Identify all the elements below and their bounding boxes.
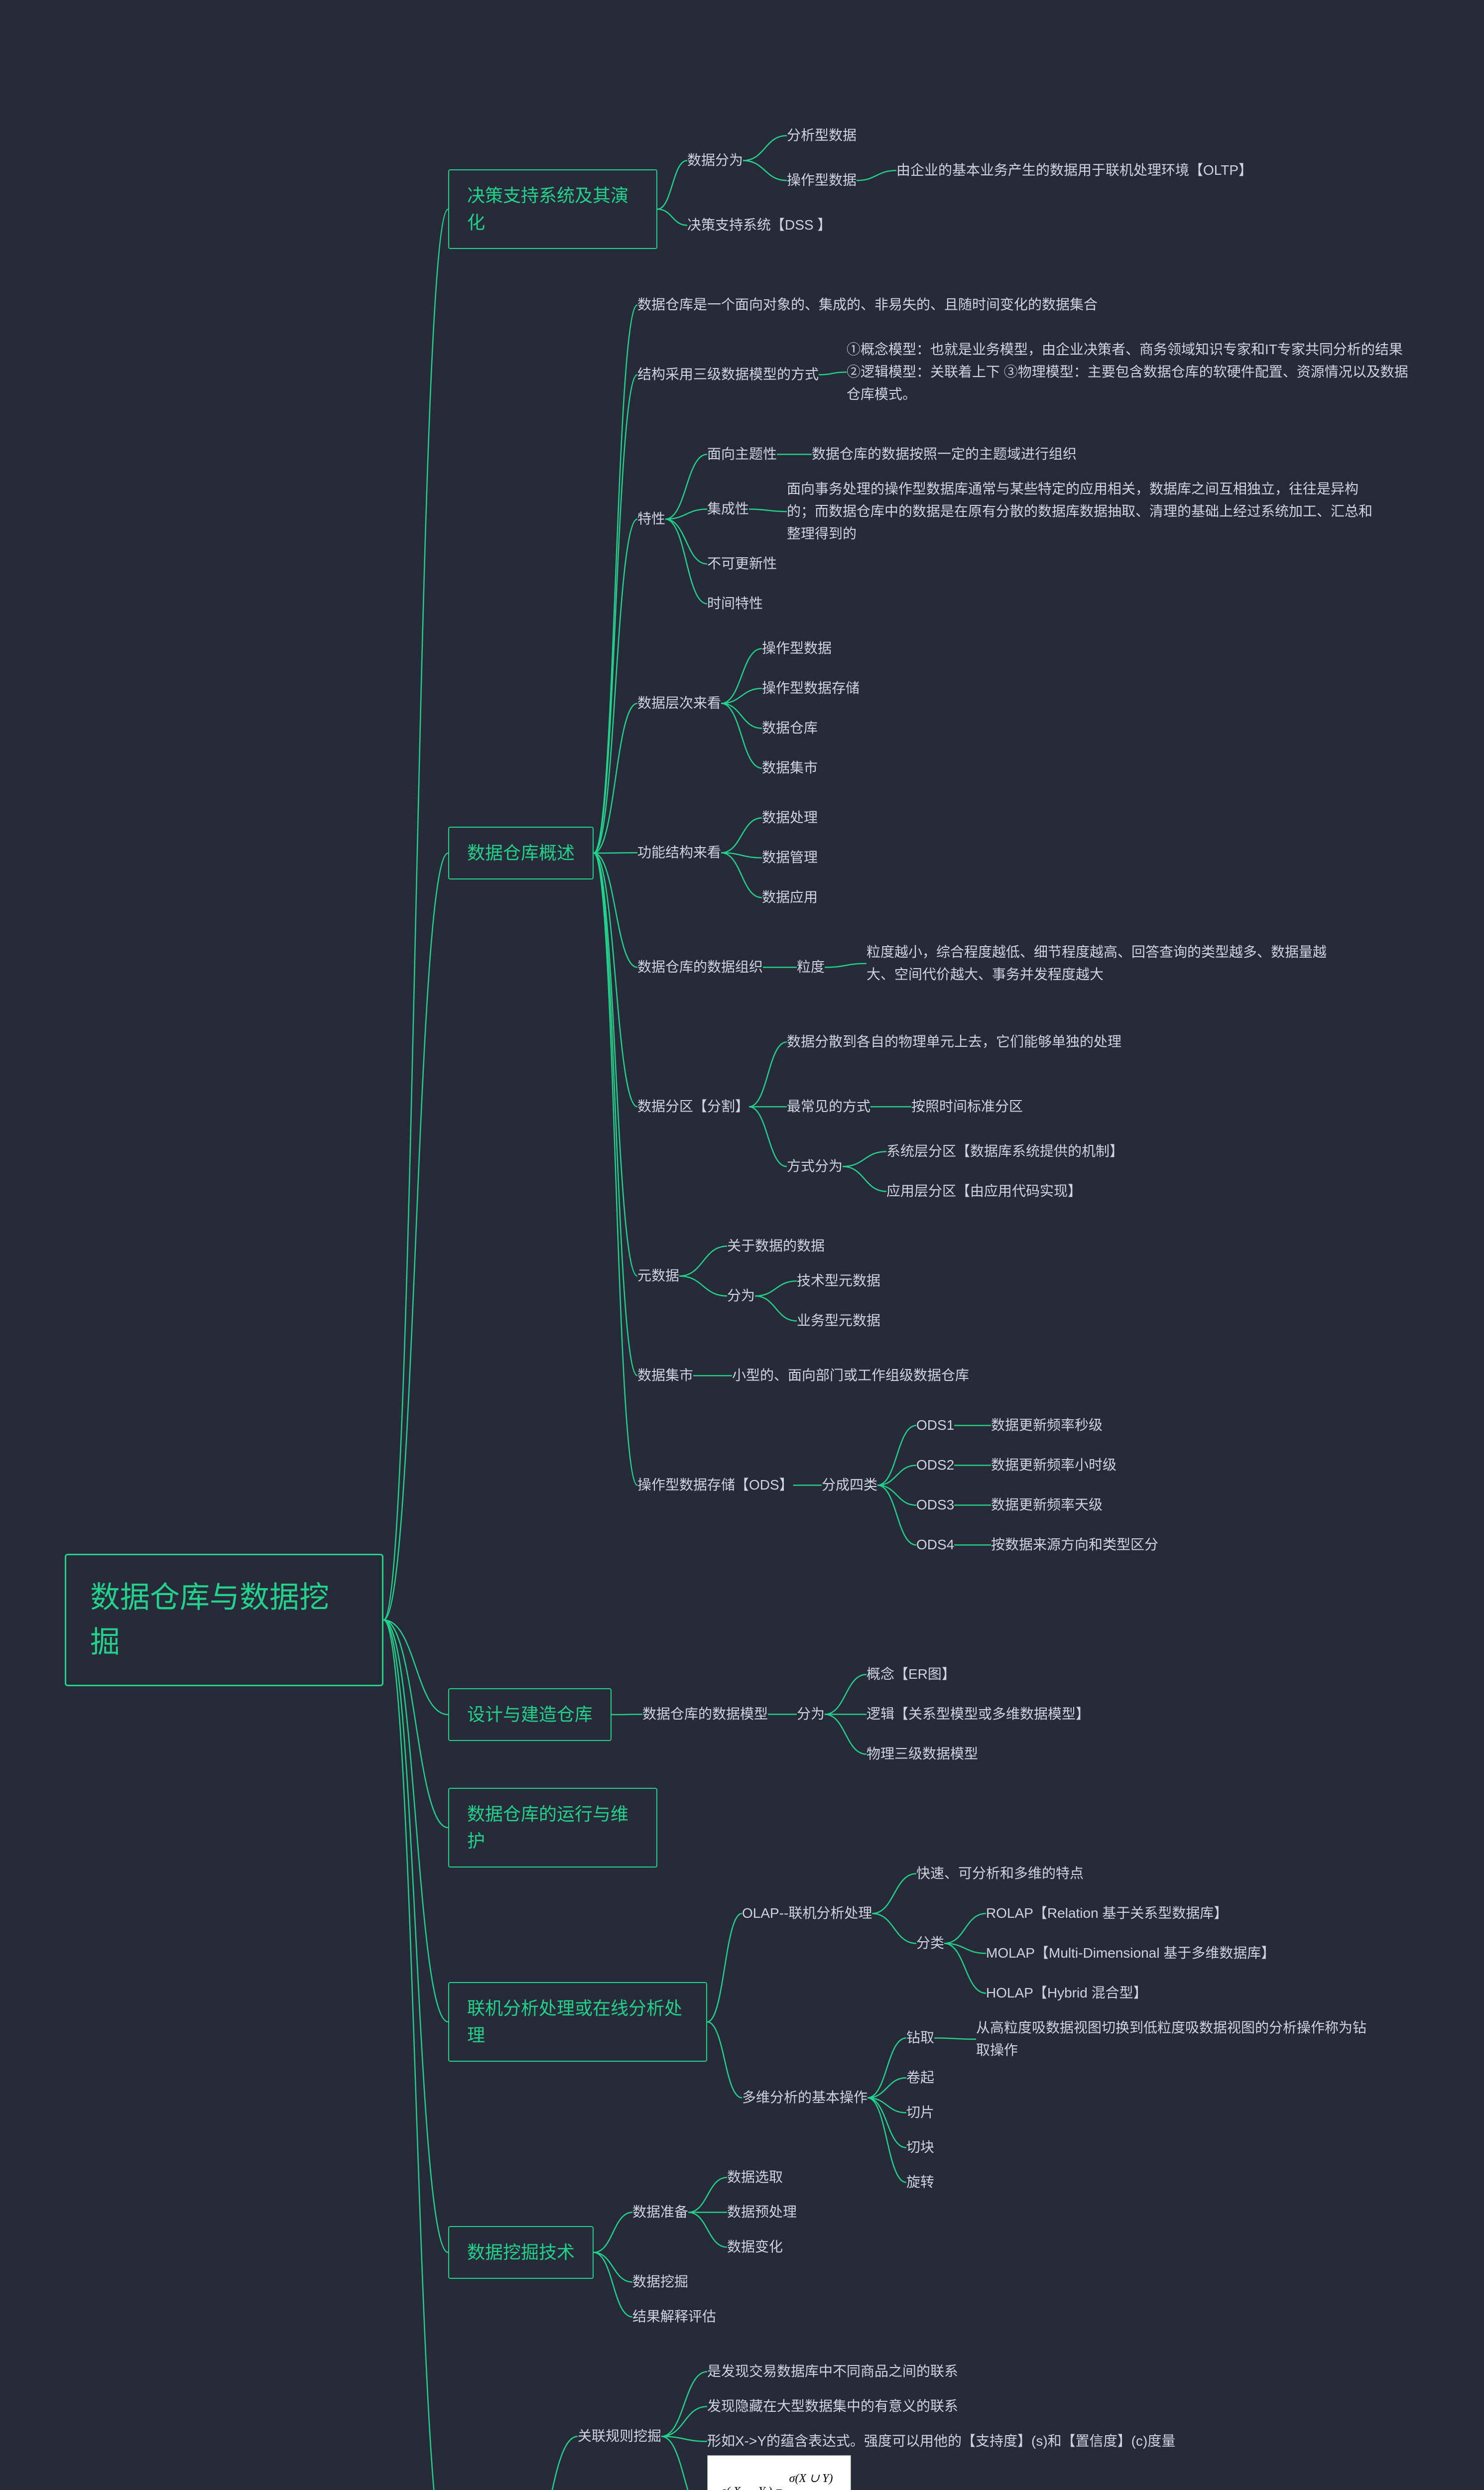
leaf-node: 面向事务处理的操作型数据库通常与某些特定的应用相关，数据库之间互相独立，往往是异… [787,478,1384,545]
formula-box: s( X → Y ) = σ(X ∪ Y)Nc( X → Y ) = σ(X ∪… [707,2455,851,2490]
leaf-node: 系统层分区【数据库系统提供的机制】 [886,1140,1123,1163]
leaf-node: 数据更新频率天级 [991,1494,1103,1516]
leaf-node: 方式分为 [787,1155,843,1178]
leaf-node: 数据准备 [632,2201,688,2224]
leaf-node: 操作型数据存储 [762,677,860,700]
leaf-node: 元数据 [637,1265,679,1287]
leaf-node: 分析型数据 [787,124,857,147]
leaf-node: 由企业的基本业务产生的数据用于联机处理环境【OLTP】 [896,159,1252,182]
leaf-node: ODS1 [916,1414,954,1437]
leaf-node: 不可更新性 [707,553,777,575]
leaf-node: 数据仓库的数据模型 [642,1703,768,1726]
leaf-node: 物理三级数据模型 [866,1743,978,1765]
leaf-node: 数据预处理 [727,2201,797,2224]
leaf-node: OLAP--联机分析处理 [742,1902,872,1925]
leaf-node: ROLAP【Relation 基于关系型数据库】 [986,1902,1228,1925]
leaf-node: 数据更新频率秒级 [991,1414,1103,1437]
leaf-node: 面向主题性 [707,443,777,466]
leaf-node: 操作型数据存储【ODS】 [637,1474,793,1496]
leaf-node: 数据集市 [637,1365,693,1387]
leaf-node: 技术型元数据 [797,1270,880,1292]
leaf-node: 切片 [906,2102,934,2124]
leaf-node: 决策支持系统【DSS 】 [687,214,831,237]
leaf-node: 数据分散到各自的物理单元上去，它们能够单独的处理 [787,1031,1121,1053]
branch-node: 决策支持系统及其演化 [448,169,657,249]
branch-node: 设计与建造仓库 [448,1688,612,1741]
leaf-node: 形如X->Y的蕴含表达式。强度可以用他的【支持度】(s)和【置信度】(c)度量 [707,2430,1175,2453]
leaf-node: 结构采用三级数据模型的方式 [637,364,819,386]
leaf-node: 操作型数据 [787,169,857,192]
leaf-node: 数据处理 [762,807,818,829]
leaf-node: 业务型元数据 [797,1310,880,1332]
leaf-node: 数据仓库的数据组织 [637,956,763,979]
leaf-node: 特性 [637,508,665,530]
leaf-node: 数据更新频率小时级 [991,1454,1116,1477]
branch-node: 数据仓库概述 [448,827,594,879]
leaf-node: 功能结构来看 [637,842,721,864]
leaf-node: 概念【ER图】 [866,1663,956,1686]
leaf-node: 数据选取 [727,2166,783,2189]
leaf-node: 应用层分区【由应用代码实现】 [886,1180,1082,1203]
leaf-node: 时间特性 [707,593,763,615]
leaf-node: 小型的、面向部门或工作组级数据仓库 [732,1365,969,1387]
leaf-node: 数据挖掘 [632,2271,688,2293]
leaf-node: 卷起 [906,2067,934,2089]
leaf-node: ①概念模型：也就是业务模型，由企业决策者、商务领域知识专家和IT专家共同分析的结… [847,339,1419,405]
leaf-node: 结果解释评估 [632,2306,716,2328]
leaf-node: 粒度越小，综合程度越低、细节程度越高、回答查询的类型越多、数据量越大、空间代价越… [866,941,1335,986]
leaf-node: 数据应用 [762,886,818,909]
leaf-node: 关联规则挖掘 [578,2425,661,2448]
leaf-node: 操作型数据 [762,637,832,660]
leaf-node: ODS2 [916,1454,954,1477]
leaf-node: ODS4 [916,1534,954,1556]
leaf-node: ODS3 [916,1494,954,1516]
leaf-node: 分类 [916,1932,944,1955]
leaf-node: 数据分区【分割】 [637,1096,749,1118]
leaf-node: 数据集市 [762,757,818,779]
leaf-node: 关于数据的数据 [727,1235,825,1257]
leaf-node: 旋转 [906,2171,934,2194]
leaf-node: 数据仓库 [762,717,818,740]
leaf-node: 数据管理 [762,847,818,869]
root-node: 数据仓库与数据挖掘 [65,1554,383,1686]
leaf-node: 切块 [906,2136,934,2159]
leaf-node: 集成性 [707,498,749,520]
leaf-node: 最常见的方式 [787,1096,870,1118]
leaf-node: 按数据来源方向和类型区分 [991,1534,1158,1556]
leaf-node: 数据仓库是一个面向对象的、集成的、非易失的、且随时间变化的数据集合 [637,294,1098,316]
leaf-node: 数据层次来看 [637,692,721,715]
leaf-node: 钻取 [906,2027,934,2049]
mindmap-canvas: 数据仓库与数据挖掘 决策支持系统及其演化数据仓库概述设计与建造仓库数据仓库的运行与… [0,0,1484,2490]
branch-node: 数据仓库的运行与维护 [448,1788,657,1868]
leaf-node: 数据分为 [687,149,743,172]
leaf-node: 分成四类 [822,1474,877,1496]
leaf-node: 是发现交易数据库中不同商品之间的联系 [707,2361,958,2383]
branch-node: 数据挖掘技术 [448,2226,594,2279]
leaf-node: MOLAP【Multi-Dimensional 基于多维数据库】 [986,1942,1275,1965]
leaf-node: 分为 [797,1703,825,1726]
leaf-node: 分为 [727,1285,755,1307]
leaf-node: 发现隐藏在大型数据集中的有意义的联系 [707,2395,958,2418]
leaf-node: 从高粒度吸数据视图切换到低粒度吸数据视图的分析操作称为钻取操作 [976,2017,1374,2062]
leaf-node: 多维分析的基本操作 [742,2087,867,2109]
leaf-node: 逻辑【关系型模型或多维数据模型】 [866,1703,1090,1726]
branch-node: 联机分析处理或在线分析处理 [448,1982,707,2062]
leaf-node: 数据变化 [727,2236,783,2258]
leaf-node: 按照时间标准分区 [911,1096,1023,1118]
leaf-node: 数据仓库的数据按照一定的主题域进行组织 [812,443,1077,466]
leaf-node: 粒度 [797,956,825,979]
leaf-node: 快速、可分析和多维的特点 [916,1863,1084,1885]
leaf-node: HOLAP【Hybrid 混合型】 [986,1982,1147,2004]
